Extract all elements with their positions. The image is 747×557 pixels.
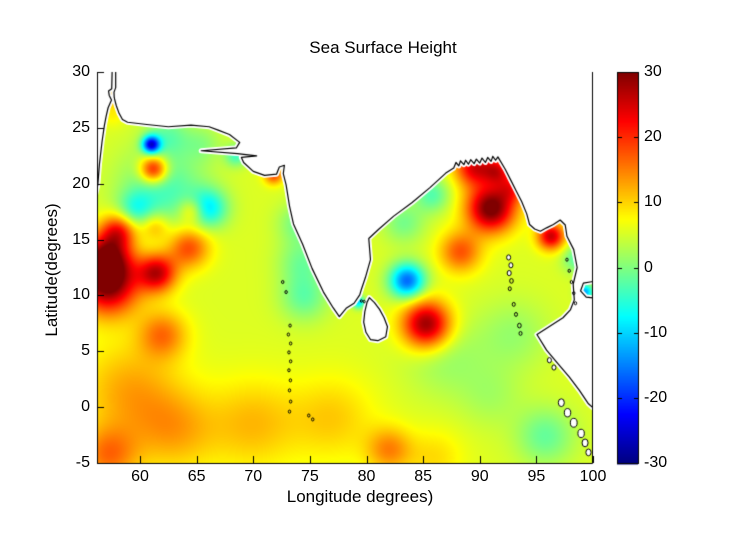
colorbar-tick-label: 30 xyxy=(644,63,662,80)
y-tick-label: -5 xyxy=(75,454,90,471)
x-tick-label: 60 xyxy=(131,468,149,485)
x-axis-label: Longitude degrees) xyxy=(286,487,434,506)
colorbar-tick-label: 0 xyxy=(644,258,653,276)
x-tick-label: 65 xyxy=(187,468,206,485)
y-tick-label: 30 xyxy=(72,63,90,80)
x-tick-label: 100 xyxy=(579,468,607,485)
x-tick-label: 80 xyxy=(357,468,376,485)
colorbar-tick-label: 20 xyxy=(644,128,662,146)
x-tick-label: 70 xyxy=(244,468,263,485)
x-tick-label: 95 xyxy=(527,468,546,485)
y-tick-label: 10 xyxy=(72,286,90,304)
y-tick-label: 25 xyxy=(72,118,90,136)
colorbar-tick-label: 10 xyxy=(644,193,662,211)
y-tick-label: 0 xyxy=(81,398,90,416)
x-tick-label: 85 xyxy=(414,468,433,485)
y-tick-label: 20 xyxy=(72,174,90,192)
y-tick-label: 15 xyxy=(72,230,90,248)
x-tick-label: 75 xyxy=(300,468,319,485)
y-axis-label: Latitude(degrees) xyxy=(42,203,61,337)
y-tick-label: 5 xyxy=(81,342,90,360)
colorbar-tick-label: -30 xyxy=(644,454,668,471)
colorbar-tick-label: -10 xyxy=(644,323,668,341)
x-tick-label: 90 xyxy=(470,468,489,485)
chart-title: Sea Surface Height xyxy=(309,38,457,57)
colorbar-tick-label: -20 xyxy=(644,388,668,406)
